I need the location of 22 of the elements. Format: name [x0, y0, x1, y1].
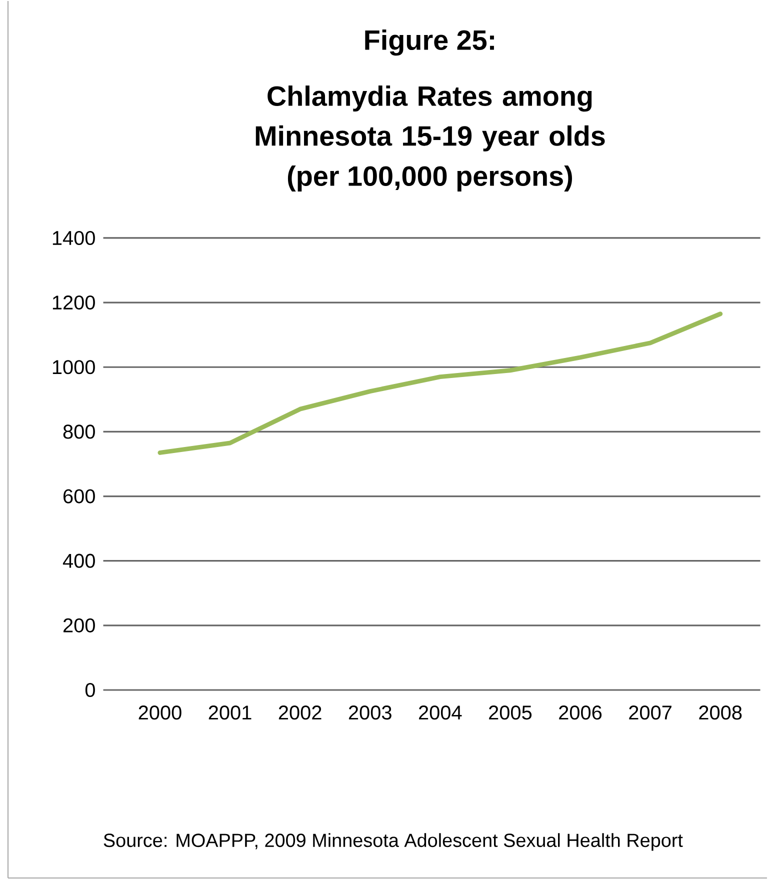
line-series — [158, 312, 723, 455]
x-tick-label: 2007 — [629, 706, 672, 720]
x-tick-label: 2001 — [208, 706, 252, 720]
x-tick-label: 2005 — [489, 706, 532, 720]
x-tick-label: 2004 — [419, 706, 462, 720]
x-tick-label: 2002 — [278, 706, 322, 720]
x-tick-label: 2008 — [699, 706, 742, 720]
y-axis-title: (per 100,000 persons) — [288, 166, 572, 192]
x-tick-label: 2000 — [138, 706, 182, 720]
y-tick-label: 1400 — [52, 230, 95, 246]
y-tick-label: 1200 — [52, 296, 95, 310]
chart-subtitle: Chlamydia Rates among Minnesota 15-19 year olds — [256, 86, 605, 152]
x-tick-label: 2006 — [559, 706, 602, 720]
source-note: Source: MOAPPP, 2009 Minnesota Adolescent Sexual Health Report — [104, 833, 683, 851]
y-tick-label: 600 — [64, 489, 95, 504]
y-tick-label: 800 — [63, 424, 95, 439]
chart-title: Figure 25: — [365, 30, 494, 56]
y-tick-label: 0 — [85, 682, 95, 698]
x-tick-label: 2003 — [348, 706, 392, 720]
y-tick-label: 400 — [62, 554, 95, 568]
y-tick-label: 200 — [64, 618, 95, 632]
y-tick-label: 1000 — [52, 360, 95, 374]
